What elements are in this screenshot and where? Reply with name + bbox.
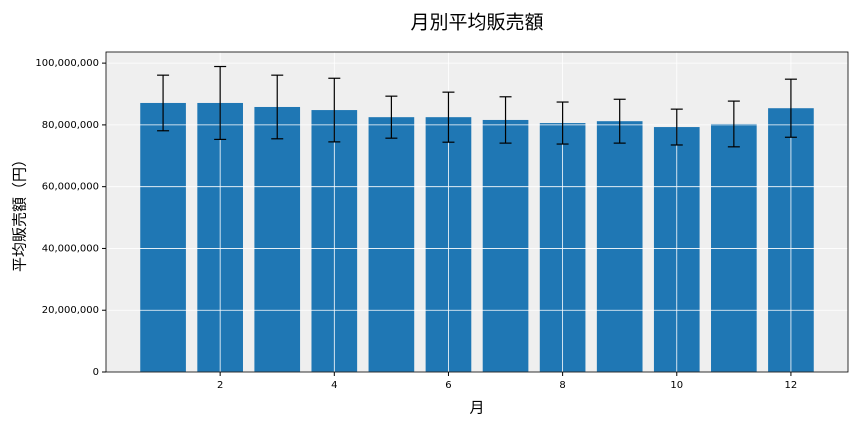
bar: [711, 123, 757, 372]
x-tick-label: 6: [445, 380, 451, 391]
y-tick-label: 100,000,000: [35, 58, 99, 69]
bar: [596, 121, 643, 373]
x-tick-label: 10: [670, 380, 683, 391]
y-tick-label: 80,000,000: [42, 120, 99, 131]
y-tick-label: 0: [93, 367, 99, 378]
x-tick-label: 12: [785, 380, 798, 391]
x-axis-label: 月: [469, 399, 484, 417]
bar: [368, 117, 415, 373]
x-tick-label: 4: [331, 380, 337, 391]
plot-frame: [105, 51, 849, 373]
bar: [482, 119, 529, 372]
bar: [140, 102, 186, 373]
y-tick-label: 60,000,000: [42, 182, 99, 193]
x-tick-label: 2: [217, 380, 223, 391]
y-tick-label: 20,000,000: [42, 305, 99, 316]
y-tick-label: 40,000,000: [42, 243, 99, 254]
y-axis-label: 平均販売額（円）: [11, 152, 29, 272]
chart-title: 月別平均販売額: [410, 12, 543, 34]
bar: [254, 106, 301, 372]
x-tick-label: 8: [559, 380, 565, 391]
